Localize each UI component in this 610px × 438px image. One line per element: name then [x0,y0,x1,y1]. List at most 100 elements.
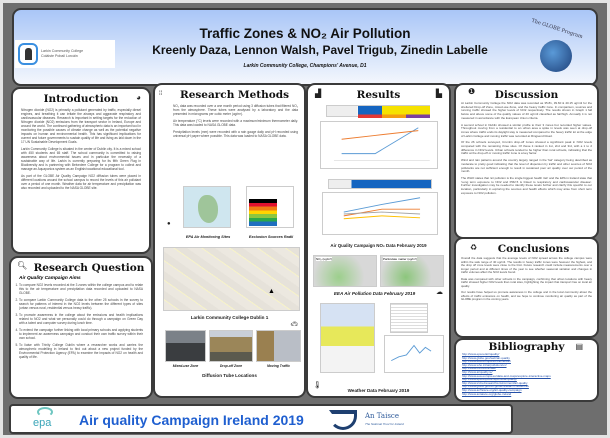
aim-item: To liaise with Trinity College Dublin wh… [19,343,143,359]
discussion-paragraph: At Larkin Community College the NO2 data… [461,101,592,120]
college-logo-line2: Coláiste Pobail Lorcáin [41,54,78,58]
weather-table [390,303,428,333]
method-paragraph: Precipitation levels (mm) were recorded … [173,130,298,138]
eea-bar-charts [320,303,375,373]
bibliography-link[interactable]: http://www.globe.gov/web/air-quality [462,355,510,360]
an-taisce-name: An Taisce [365,412,399,420]
research-methods-panel: ⁞⁞ Research Methods NO₂ data was recorde… [153,83,306,398]
discussion-panel: ❶ Discussion At Larkin Community College… [454,83,599,239]
research-question-panel: 🔍︎ Research Question Air Quality Campaig… [9,256,153,399]
footer-title: Air quality Campaign Ireland 2019 [79,412,304,428]
ireland-shape [198,195,218,223]
lightbulb-icon: ❶ [468,87,476,96]
series-line [341,127,419,155]
photo-label: Drop-off Zone [219,364,243,368]
bibliography-link[interactable]: http://www.met.ie/climate/ [462,366,497,371]
photo-mixed-use-zone [165,330,206,362]
bibliography-link[interactable]: http://www.epa.ie/air/quality/ [462,352,500,356]
conclusion-paragraph: Our results have helped us promote aware… [461,290,592,301]
research-question-subtitle: Air Quality Campaign Aims [19,276,81,281]
poster-authors: Kreenly Daza, Lennon Walsh, Pavel Trigub… [152,43,488,57]
discussion-paragraph: Wind and rain patterns around the countr… [461,158,592,174]
satellite-icon: ◕ [136,93,141,102]
globe-logo-text: The GLOBE Program [530,17,584,41]
schools-results-table [328,179,432,189]
research-methods-title: Research Methods [179,89,290,101]
footer-banner: epa Air quality Campaign Ireland 2019 An… [9,404,513,434]
poster: Larkin Community College Coláiste Pobail… [3,3,607,435]
map-label: NO₂ (ug/m³) [316,257,333,261]
poster-title: Traffic Zones & NO₂ Air Pollution [199,26,411,41]
bibliography-panel: Bibliography ▤ http://www.epa.ie/air/qua… [454,338,599,402]
series-line [341,130,419,140]
photos-caption: Diffusion Tube Locations [202,373,257,378]
method-paragraph: NO₂ data was recorded over a one month p… [173,104,298,116]
no2-line-chart [320,121,438,169]
no2-results-table [326,105,430,118]
conclusion-paragraph: Overall the data suggests that the avera… [461,256,592,274]
college-logo: Larkin Community College Coláiste Pobail… [15,40,115,68]
method-paragraph: Air temperature (°C) levels were recorde… [173,119,298,127]
bibliography-link[interactable]: http://www.epa.ie/pubs/reports/air/quali… [462,377,517,382]
epa-logo: epa [27,407,69,432]
an-taisce-logo [329,410,357,430]
campus-street-map: ▲ [163,247,300,311]
schools-line-chart [322,192,438,235]
epa-sites-map [183,186,231,228]
bibliography-link[interactable]: http://www.eea.europa.eu/data-and-maps/e… [462,373,551,378]
epa-sites-caption: EPA Air Monitoring Sites [185,235,231,239]
photo-moving-traffic [256,330,301,362]
bibliography-link[interactable]: http://www.antaisce.org/globe-ireland [462,391,512,396]
globe-small-icon: ● [167,221,171,227]
exclusion-radii-caption: Exclusion Sources Radii [248,235,294,239]
exclusion-radii-chart [246,186,294,228]
aim-item: To promote awareness in the college abou… [19,313,143,325]
bibliography-link[interactable]: http://www.anTaisce.org/air-quality-camp… [462,387,522,392]
discussion-paragraph: The WHO states that 'air pollution is th… [461,175,592,195]
eea-pm-map: Particulate matter (ug/m³) [380,255,444,287]
car-icon: 🚗︎ [290,322,298,328]
map-label: Particulate matter (ug/m³) [383,257,418,261]
bar-chart-icon: ▟ [315,89,322,98]
discussion-paragraph: A second school in Dublin showed a simil… [461,122,592,138]
bibliography-title: Bibliography [488,341,565,353]
epa-logo-text: epa [33,417,52,429]
introduction-panel: Introduction ◕ Nitrogen dioxide (NO2) is… [11,87,151,254]
discussion-title: Discussion [494,89,559,101]
epa-logo-swirl-icon [37,407,53,417]
college-logo-icon [18,43,38,65]
campus-map-caption: Larkin Community College Dublin 1 [190,315,269,320]
school-map-marker-icon: ▲ [268,288,275,295]
globe-icon [540,40,572,72]
research-question-title: Research Question [33,262,145,274]
eea-data-caption: EEA Air Pollution Data February 2019 [333,291,416,296]
pollution-icon: ☁ [436,289,443,296]
temperature-chart [384,335,444,373]
bibliography-link[interactable]: http://www.tcd.ie/research/environment/a… [462,380,528,385]
poster-school: Larkin Community College, Champions' Ave… [243,63,367,69]
results-title: Results [356,89,401,101]
bibliography-link[interactable]: http://www.airquality.ie/ [462,369,493,374]
photo-label: Mixed-use Zone [172,364,199,368]
no2-data-caption: Air Quality Campaign NO₂ Data February 2… [330,243,427,248]
intro-paragraph: As part of the GLOBE Air Quality Campaig… [21,174,141,190]
grid-icon: ⁞⁞ [159,91,163,97]
bibliography-link[interactable]: http://www.who.int/airpollution/en/ [462,362,507,367]
bibliography-link[interactable]: http://www.globe.gov/do-globe/research-r… [462,384,529,389]
discussion-paragraph: Of the 26 schools surveyed, Crumlin drop… [461,140,592,156]
conclusions-panel: ♻ Conclusions Overall the data suggests … [454,237,599,338]
recycle-icon: ♻ [470,243,478,252]
bibliography-link[interactable]: http://www.eea.europa.eu/themes/air [462,359,511,364]
series-line [391,344,432,362]
thermometer-icon: 🌡︎ [313,382,322,389]
an-taisce-tagline: The National Trust for Ireland [365,422,404,426]
conclusion-paragraph: Data was compared with other schools in … [461,276,592,288]
weather-data-caption: Weather Data February 2019 [347,388,410,393]
aim-item: To extend the campaign further linking w… [19,328,143,340]
intro-paragraph: Larkin Community College is situated in … [21,147,141,171]
introduction-title: Introduction [43,93,119,105]
photo-label: Moving Traffic [266,364,291,368]
series-line [343,211,421,215]
aim-item: To compare NO2 levels recorded at the 3 … [19,283,143,295]
magnifier-icon: 🔍︎ [17,261,28,270]
